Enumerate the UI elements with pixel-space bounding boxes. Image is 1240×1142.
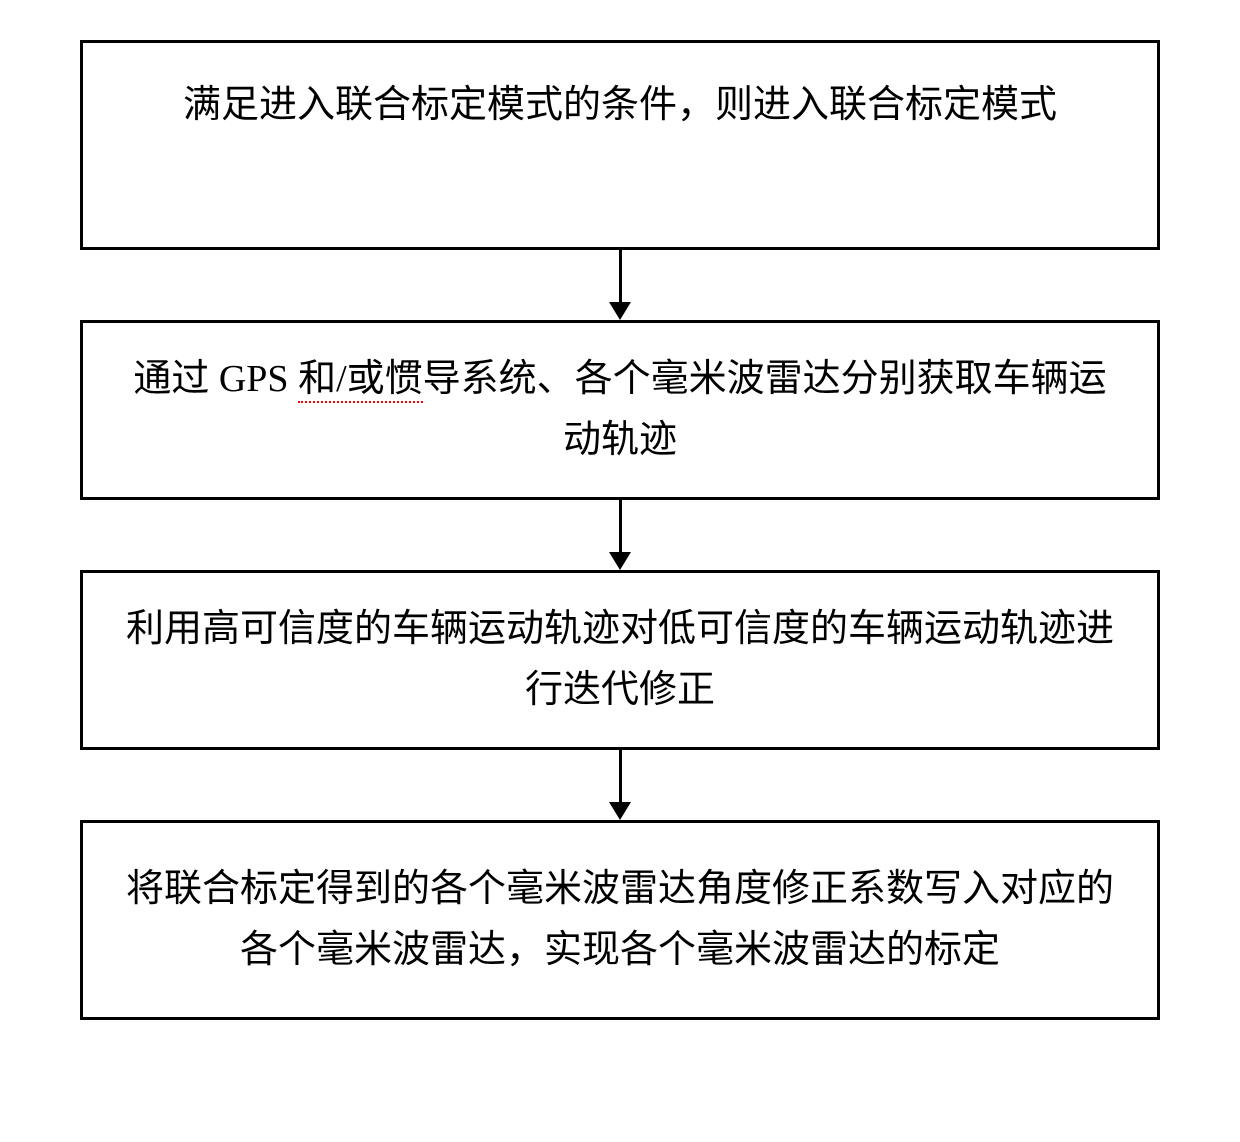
arrow-line — [619, 250, 622, 302]
flowchart-step-3: 利用高可信度的车辆运动轨迹对低可信度的车辆运动轨迹进行迭代修正 — [80, 570, 1160, 750]
flowchart-arrow-1 — [609, 250, 631, 320]
arrow-head-icon — [609, 552, 631, 570]
arrow-line — [619, 750, 622, 802]
arrow-head-icon — [609, 802, 631, 820]
flowchart-arrow-2 — [609, 500, 631, 570]
flowchart-step-1-text: 满足进入联合标定模式的条件，则进入联合标定模式 — [183, 75, 1057, 136]
flowchart-step-1: 满足进入联合标定模式的条件，则进入联合标定模式 — [80, 40, 1160, 250]
flowchart-step-4-text: 将联合标定得到的各个毫米波雷达角度修正系数写入对应的各个毫米波雷达，实现各个毫米… — [123, 859, 1117, 981]
step-2-prefix: 通过 GPS — [133, 358, 298, 400]
flowchart-arrow-3 — [609, 750, 631, 820]
flowchart-step-2: 通过 GPS 和/或惯导系统、各个毫米波雷达分别获取车辆运动轨迹 — [80, 320, 1160, 500]
step-2-suffix: 导系统、各个毫米波雷达分别获取车辆运动轨迹 — [423, 358, 1107, 461]
flowchart-container: 满足进入联合标定模式的条件，则进入联合标定模式 通过 GPS 和/或惯导系统、各… — [60, 40, 1180, 1020]
flowchart-step-3-text: 利用高可信度的车辆运动轨迹对低可信度的车辆运动轨迹进行迭代修正 — [123, 599, 1117, 721]
flowchart-step-4: 将联合标定得到的各个毫米波雷达角度修正系数写入对应的各个毫米波雷达，实现各个毫米… — [80, 820, 1160, 1020]
arrow-head-icon — [609, 302, 631, 320]
step-2-underlined: 和/或惯 — [298, 358, 423, 403]
arrow-line — [619, 500, 622, 552]
flowchart-step-2-text: 通过 GPS 和/或惯导系统、各个毫米波雷达分别获取车辆运动轨迹 — [123, 349, 1117, 471]
